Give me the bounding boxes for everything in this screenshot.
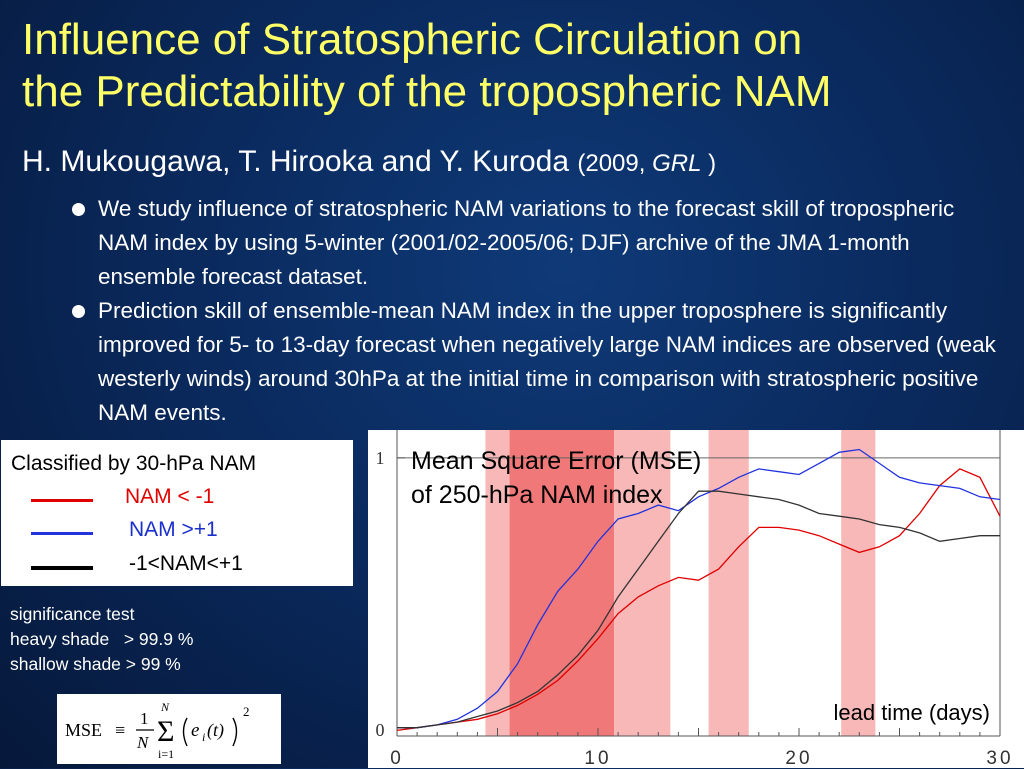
formula-term: e bbox=[191, 720, 199, 741]
shaded-region bbox=[708, 430, 749, 736]
chart-title-line2: of 250-hPa NAM index bbox=[411, 481, 663, 509]
y-tick-label: 0 bbox=[376, 720, 385, 740]
significance-shading bbox=[485, 430, 876, 736]
legend-label: NAM >+1 bbox=[129, 518, 218, 541]
legend-label: -1<NAM<+1 bbox=[129, 552, 243, 575]
significance-note: significance test heavy shade > 99.9 % s… bbox=[10, 602, 193, 677]
mse-formula-graphic: MSE ≡ 1 N N Σ i=1 e i (t) 2 bbox=[65, 700, 250, 761]
x-tick-label: 0 bbox=[390, 748, 404, 768]
citation-year: (2009, bbox=[577, 150, 646, 177]
citation: (2009, GRL ) bbox=[577, 150, 716, 177]
chart-series bbox=[396, 448, 1001, 732]
shaded-region bbox=[614, 430, 671, 736]
slide-title-line2: the Predictability of the tropospheric N… bbox=[22, 67, 832, 116]
x-tick-label: 10 bbox=[584, 748, 611, 768]
series-line bbox=[397, 448, 1001, 729]
x-axis-title: lead time (days) bbox=[833, 700, 990, 725]
citation-close: ) bbox=[708, 150, 717, 177]
chart-axes bbox=[396, 430, 1001, 737]
legend-box: Classified by 30-hPa NAM NAM < -1 NAM >+… bbox=[1, 440, 353, 586]
legend-label: NAM < -1 bbox=[125, 485, 215, 508]
legend-line-black bbox=[31, 566, 93, 570]
formula-denominator: N bbox=[136, 733, 150, 752]
legend-line-blue bbox=[31, 532, 93, 535]
mse-chart-plot: 0 10 20 30 0 1 bbox=[376, 430, 1013, 768]
chart-title-line1: Mean Square Error (MSE) bbox=[411, 447, 702, 475]
formula-sum-lower: i=1 bbox=[158, 747, 174, 761]
legend-item-negative: NAM < -1 bbox=[1, 485, 353, 515]
significance-line: significance test bbox=[10, 604, 135, 624]
slide-title-line1: Influence of Stratospheric Circulation o… bbox=[22, 15, 803, 64]
legend-header: Classified by 30-hPa NAM bbox=[11, 452, 257, 475]
legend-line-red bbox=[31, 499, 93, 502]
series-line bbox=[396, 468, 1001, 732]
citation-journal: GRL bbox=[652, 150, 702, 177]
bullet-item: We study influence of stratospheric NAM … bbox=[70, 192, 1000, 294]
shaded-region bbox=[485, 430, 510, 736]
shaded-region bbox=[509, 430, 615, 736]
authors-line: H. Mukougawa, T. Hirooka and Y. Kuroda (… bbox=[22, 144, 716, 182]
y-tick-label: 1 bbox=[376, 448, 385, 468]
formula-numerator: 1 bbox=[140, 709, 149, 728]
bullet-item: Prediction skill of ensemble-mean NAM in… bbox=[70, 294, 1000, 430]
formula-equiv: ≡ bbox=[115, 720, 125, 740]
formula-lhs: MSE bbox=[65, 720, 102, 740]
mse-formula: MSE ≡ 1 N N Σ i=1 e i (t) 2 bbox=[57, 694, 281, 764]
x-tick-label: 20 bbox=[785, 748, 812, 768]
formula-term-arg: (t) bbox=[207, 720, 224, 741]
x-tick-label: 30 bbox=[986, 748, 1013, 768]
slide-title: Influence of Stratospheric Circulation o… bbox=[22, 14, 1012, 118]
significance-line: shallow shade > 99 % bbox=[10, 654, 181, 674]
significance-line: heavy shade > 99.9 % bbox=[10, 629, 194, 649]
bullet-list: We study influence of stratospheric NAM … bbox=[70, 192, 1000, 430]
mse-chart: 0 10 20 30 0 1 Mean Square Error (MSE) of 250… bbox=[368, 430, 1024, 768]
authors-names: H. Mukougawa, T. Hirooka and Y. Kuroda bbox=[22, 145, 570, 178]
shaded-region bbox=[841, 430, 876, 736]
chart-title: Mean Square Error (MSE) of 250-hPa NAM i… bbox=[411, 444, 701, 512]
formula-term-sub: i bbox=[202, 730, 205, 744]
chart-tick-labels: 0 10 20 30 0 1 bbox=[376, 448, 1013, 768]
sigma-icon: Σ bbox=[157, 715, 174, 748]
legend-item-neutral: -1<NAM<+1 bbox=[1, 552, 353, 582]
formula-sum-upper: N bbox=[160, 700, 170, 714]
formula-power: 2 bbox=[243, 704, 250, 719]
legend-item-positive: NAM >+1 bbox=[1, 518, 353, 548]
series-line bbox=[397, 490, 1000, 729]
